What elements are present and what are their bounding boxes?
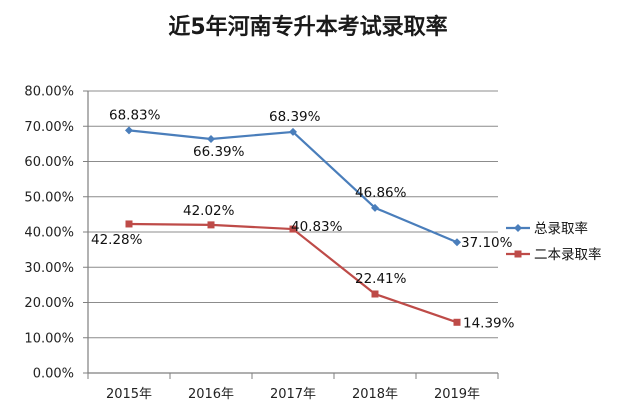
y-axis-ticks: 0.00% 10.00% 20.00% 30.00% 40.00% 50.00% 60.00… <box>24 85 74 382</box>
x-tick-label: 2016年 <box>188 387 234 402</box>
gridlines <box>88 90 498 339</box>
axes <box>83 90 499 379</box>
y-tick-label: 60.00% <box>24 155 74 170</box>
data-label: 14.39% <box>463 315 515 331</box>
x-axis-ticks: 2015年 2016年 2017年 2018年 2019年 <box>106 387 480 402</box>
y-tick-label: 0.00% <box>33 367 74 382</box>
data-label: 68.83% <box>109 107 161 123</box>
y-tick-label: 30.00% <box>24 261 74 276</box>
data-label: 40.83% <box>291 219 343 235</box>
x-tick-label: 2015年 <box>106 387 152 402</box>
data-label: 68.39% <box>269 109 321 125</box>
legend-label: 二本录取率 <box>534 246 602 263</box>
legend-marker <box>514 250 522 258</box>
data-point-marker <box>371 203 379 212</box>
x-tick-label: 2017年 <box>270 387 316 402</box>
y-tick-label: 70.00% <box>24 120 74 135</box>
data-point-marker <box>207 134 215 143</box>
data-point-marker <box>207 221 215 229</box>
data-point-marker <box>453 238 461 247</box>
data-label: 22.41% <box>355 271 407 287</box>
legend-marker <box>514 224 522 232</box>
data-point-marker <box>289 127 297 136</box>
chart-title: 近5年河南专升本考试录取率 <box>168 14 447 40</box>
data-label: 42.02% <box>183 203 235 219</box>
y-tick-label: 50.00% <box>24 190 74 205</box>
x-tick-label: 2019年 <box>434 387 480 402</box>
data-point-marker <box>371 290 379 298</box>
data-point-marker <box>453 318 461 326</box>
y-tick-label: 10.00% <box>24 331 74 346</box>
data-point-marker <box>289 225 297 233</box>
data-label: 42.28% <box>91 232 143 248</box>
x-tick-label: 2018年 <box>352 387 398 402</box>
series-group <box>125 126 461 326</box>
y-tick-label: 80.00% <box>24 85 74 100</box>
data-label: 37.10% <box>461 235 513 251</box>
data-point-marker <box>125 126 133 135</box>
y-tick-label: 40.00% <box>24 226 74 241</box>
data-point-marker <box>125 220 133 228</box>
data-label: 46.86% <box>355 185 407 201</box>
data-labels: 68.83% 66.39% 68.39% 46.86% 37.10% 42.28% 42.0… <box>91 107 515 331</box>
y-tick-label: 20.00% <box>24 296 74 311</box>
legend-label: 总录取率 <box>534 220 588 237</box>
data-label: 66.39% <box>193 144 245 160</box>
